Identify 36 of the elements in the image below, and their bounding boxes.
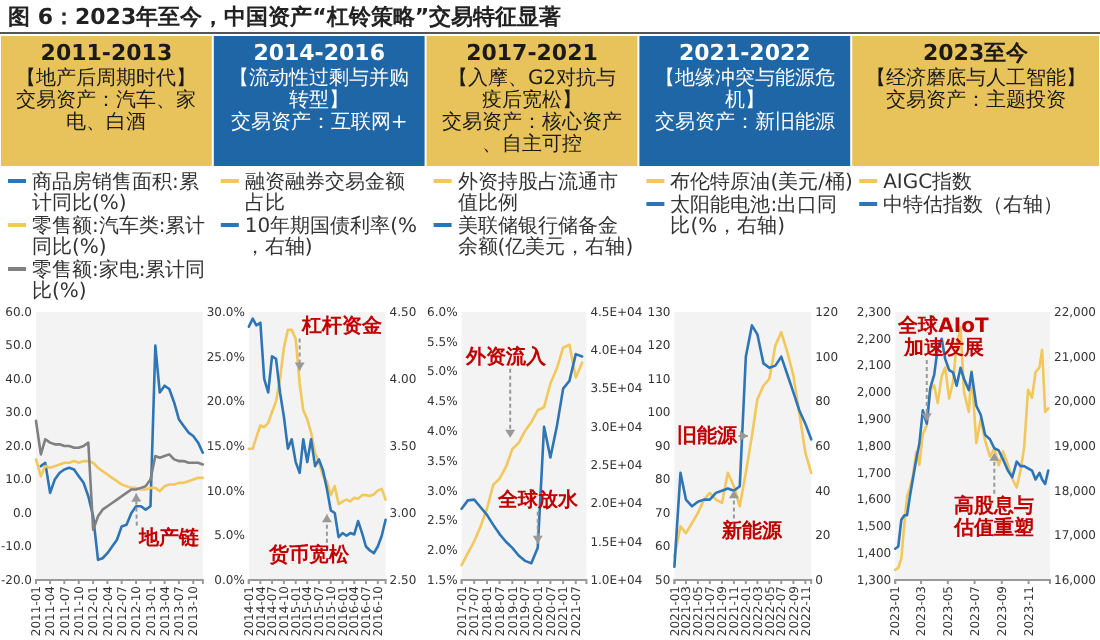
chart-title: 2014-2016 xyxy=(253,40,386,66)
legend-label: 零售额:家电:累计同比(%) xyxy=(32,258,206,303)
caption: 图 6：2023年至今，中国资产“杠铃策略”交易特征显著 xyxy=(8,4,562,30)
legend-label: 商品房销售面积:累计同比(%) xyxy=(32,170,199,215)
annotation: 货币宽松 xyxy=(266,542,351,567)
legend-label: 10年期国债利率(%，右轴) xyxy=(244,214,418,259)
chart-title: 2011-2013 xyxy=(40,40,173,66)
annotation: 高股息与估值重塑 xyxy=(952,493,1035,540)
legend-label: 布伦特原油(美元/桶) xyxy=(670,170,853,194)
legend-label: AIGC指数 xyxy=(883,170,973,194)
chart-subtitle: 【流动性过剩与并购转型】 xyxy=(229,66,410,112)
text: 交易资产：互联网+ xyxy=(230,110,408,134)
chart-subtitle: 【入摩、G2对抗与疫后宽松】 xyxy=(447,66,617,112)
legend-label: 外资持股占流通市值比例 xyxy=(457,170,618,215)
chart-subtitle: 【地产后周期时代】 xyxy=(16,66,197,90)
legend-label: 太阳能电池:出口同比(%，右轴) xyxy=(670,193,838,238)
annotation: 新能源 xyxy=(720,518,785,543)
annotation: 杠杆资金 xyxy=(299,314,384,339)
legend-label: 中特估指数（右轴） xyxy=(883,193,1064,217)
chart-title: 2023至今 xyxy=(922,40,1031,66)
chart-subtitle: 【地缘冲突与能源危机】 xyxy=(654,66,835,112)
legend-label: 融资融券交易金额占比 xyxy=(244,170,405,215)
annotation: 外资流入 xyxy=(463,344,548,369)
line-series xyxy=(39,344,205,562)
text: 交易资产：核心资产、自主可控 xyxy=(442,110,622,156)
legend-label: 美联储银行储备金余额(亿美元，右轴) xyxy=(457,214,634,259)
chart-subtitle: 【经济磨底与人工智能】 xyxy=(865,66,1086,90)
annotation: 旧能源 xyxy=(677,423,740,448)
legend-label: 零售额:汽车类:累计同比(%) xyxy=(32,214,206,259)
text: 交易资产：汽车、家电、白酒 xyxy=(16,88,197,134)
chart-title: 2021-2022 xyxy=(679,40,811,66)
text: 交易资产：新旧能源 xyxy=(654,110,835,134)
annotation: 地产链 xyxy=(136,525,201,550)
text: 交易资产：主题投资 xyxy=(885,88,1066,112)
line-series xyxy=(34,458,205,493)
chart-title: 2017-2021 xyxy=(466,40,598,66)
